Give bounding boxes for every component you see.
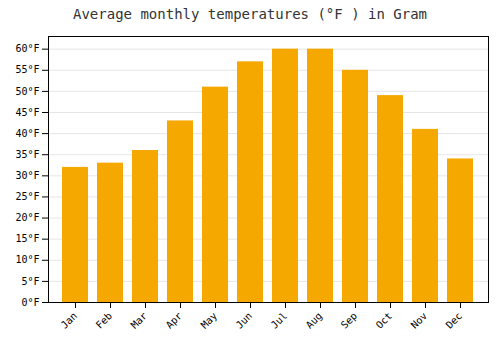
svg-text:5°F: 5°F	[21, 276, 39, 287]
svg-text:Mar: Mar	[129, 310, 150, 331]
svg-text:15°F: 15°F	[15, 233, 39, 244]
svg-text:55°F: 55°F	[15, 64, 39, 75]
svg-text:10°F: 10°F	[15, 254, 39, 265]
svg-text:Oct: Oct	[374, 310, 395, 331]
svg-text:Jan: Jan	[59, 310, 80, 331]
svg-text:25°F: 25°F	[15, 191, 39, 202]
svg-text:30°F: 30°F	[15, 170, 39, 181]
svg-text:20°F: 20°F	[15, 212, 39, 223]
svg-text:Sep: Sep	[339, 310, 360, 331]
svg-text:Feb: Feb	[94, 310, 115, 331]
svg-text:35°F: 35°F	[15, 149, 39, 160]
svg-text:Jul: Jul	[269, 310, 290, 331]
svg-text:Dec: Dec	[444, 310, 465, 331]
svg-text:40°F: 40°F	[15, 128, 39, 139]
svg-text:60°F: 60°F	[15, 43, 39, 54]
svg-text:45°F: 45°F	[15, 107, 39, 118]
svg-text:Aug: Aug	[304, 310, 325, 331]
svg-text:Jun: Jun	[234, 310, 255, 331]
svg-text:0°F: 0°F	[21, 297, 39, 308]
svg-text:Apr: Apr	[164, 310, 185, 331]
svg-text:50°F: 50°F	[15, 86, 39, 97]
svg-text:Nov: Nov	[409, 310, 430, 331]
html-text:Average monthly temperatures (: Average monthly temperatures (°F ) in Gr…	[73, 6, 427, 22]
svg-text:May: May	[199, 310, 220, 331]
